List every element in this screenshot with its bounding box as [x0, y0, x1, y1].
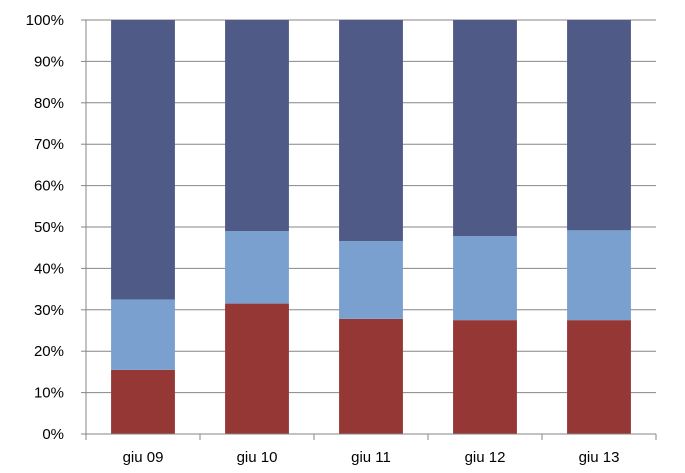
bar-segment-1 [339, 318, 403, 434]
x-tick-label: giu 13 [579, 449, 620, 466]
bar-segment-1 [567, 320, 631, 434]
y-tick-label: 20% [34, 343, 64, 360]
y-tick-label: 50% [34, 219, 64, 236]
bar-segment-3 [111, 20, 175, 300]
x-tick-label: giu 11 [351, 449, 391, 466]
bar-segment-2 [111, 299, 175, 370]
bar-segment-1 [225, 303, 289, 434]
y-tick-label: 60% [34, 178, 64, 195]
y-tick-label: 0% [42, 426, 64, 443]
bar-segment-3 [225, 20, 289, 232]
bar-segment-2 [225, 231, 289, 304]
bar-segment-2 [339, 241, 403, 319]
bar-segment-2 [453, 236, 517, 321]
bar-segment-1 [453, 320, 517, 434]
y-tick-label: 10% [34, 385, 64, 402]
y-tick-label: 100% [26, 12, 64, 29]
bar-segment-3 [453, 20, 517, 237]
bar-segment-3 [567, 20, 631, 231]
y-tick-label: 30% [34, 302, 64, 319]
y-tick-label: 90% [34, 53, 64, 70]
x-tick-label: giu 09 [123, 449, 164, 466]
y-tick-label: 70% [34, 136, 64, 153]
y-tick-label: 40% [34, 260, 64, 277]
bar-segment-2 [567, 230, 631, 321]
x-tick-label: giu 12 [465, 449, 506, 466]
bar-segment-1 [111, 369, 175, 434]
y-tick-label: 80% [34, 95, 64, 112]
bar-segment-3 [339, 20, 403, 242]
x-tick-label: giu 10 [237, 449, 278, 466]
